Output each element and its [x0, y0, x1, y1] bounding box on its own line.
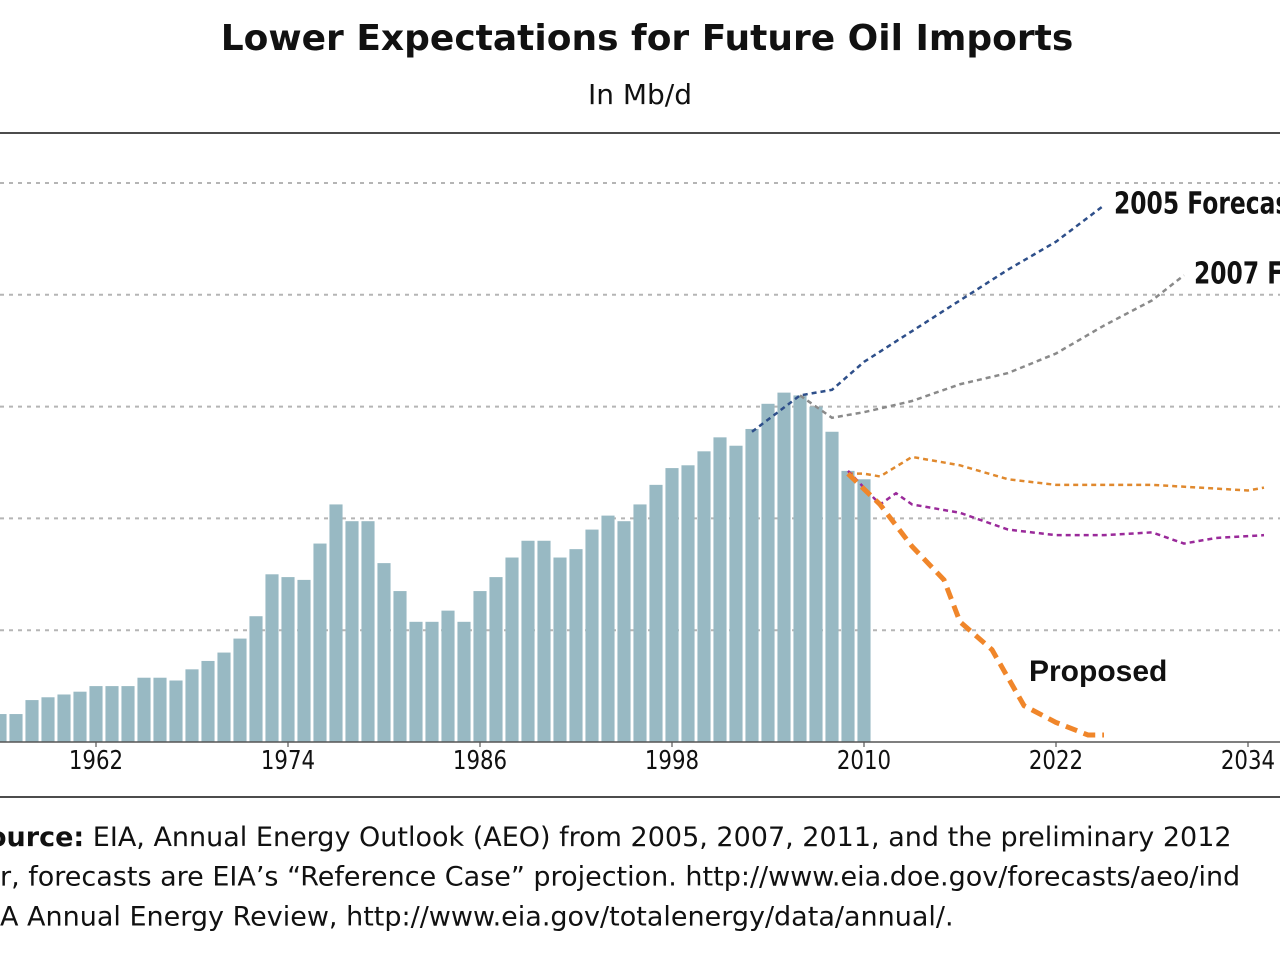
bar — [425, 621, 439, 742]
footer-line: r, forecasts are EIA’s “Reference Case” … — [0, 862, 1240, 893]
bar — [793, 395, 807, 742]
source-label: ource: — [0, 822, 84, 853]
bar — [777, 392, 791, 742]
bar — [441, 610, 455, 742]
bar — [857, 479, 871, 742]
forecast-line — [847, 470, 1265, 545]
bar — [617, 521, 631, 742]
bar — [297, 579, 311, 742]
bar — [409, 621, 423, 742]
bar — [393, 591, 407, 742]
chart-title: Lower Expectations for Future Oil Import… — [221, 18, 1074, 59]
bar — [633, 504, 647, 742]
footer-line: A Annual Energy Review, http://www.eia.g… — [0, 902, 954, 933]
bar — [841, 470, 855, 742]
bar — [121, 686, 135, 742]
x-tick-label: 1986 — [453, 745, 507, 776]
bar — [473, 591, 487, 742]
bar — [361, 521, 375, 742]
bar — [825, 431, 839, 742]
bar — [521, 540, 535, 742]
bar — [281, 577, 295, 742]
bar — [457, 621, 471, 742]
bar — [745, 428, 759, 742]
bar — [313, 543, 327, 742]
x-tick-label: 2010 — [837, 745, 891, 776]
bar — [265, 574, 279, 742]
x-tick-label: 2034 — [1221, 745, 1275, 776]
bar — [41, 697, 55, 742]
bar — [809, 406, 823, 742]
bar — [345, 521, 359, 742]
chart-subtitle: In Mb/d — [588, 78, 692, 111]
bar — [217, 652, 231, 742]
bar — [0, 714, 7, 742]
bar — [505, 557, 519, 742]
bar — [649, 484, 663, 742]
forecast-line — [846, 471, 1104, 738]
bar — [697, 451, 711, 742]
bar — [89, 686, 103, 742]
forecast-line — [848, 455, 1265, 492]
x-tick-label: 1998 — [645, 745, 699, 776]
bar — [25, 700, 39, 742]
x-tick-label: 2022 — [1029, 745, 1083, 776]
line-label: 2007 Forecast — [1194, 257, 1280, 292]
bar — [553, 557, 567, 742]
bar — [249, 616, 263, 742]
bar — [729, 445, 743, 742]
footer-line: ource: EIA, Annual Energy Outlook (AEO) … — [0, 822, 1232, 853]
bar — [169, 680, 183, 742]
bar — [681, 465, 695, 742]
bar — [57, 694, 71, 742]
bar — [537, 540, 551, 742]
bar — [569, 549, 583, 742]
forecast-line — [751, 204, 1105, 433]
bar — [761, 403, 775, 742]
footer-text: EIA, Annual Energy Outlook (AEO) from 20… — [93, 822, 1232, 853]
bar — [233, 638, 247, 742]
bar — [137, 677, 151, 742]
bar — [489, 577, 503, 742]
line-label: Proposed — [1029, 655, 1167, 688]
bar — [105, 686, 119, 742]
bar — [73, 691, 87, 742]
line-label: 2005 Forecast — [1114, 187, 1280, 222]
bar — [585, 529, 599, 742]
bar — [185, 669, 199, 742]
bar — [329, 504, 343, 742]
bar — [9, 714, 23, 742]
bar — [377, 563, 391, 742]
bar — [201, 660, 215, 742]
x-tick-label: 1974 — [261, 745, 315, 776]
forecast-line — [799, 274, 1185, 420]
bar — [665, 468, 679, 742]
x-tick-label: 1962 — [69, 745, 123, 776]
bar — [153, 677, 167, 742]
bar — [601, 515, 615, 742]
bar — [713, 437, 727, 742]
